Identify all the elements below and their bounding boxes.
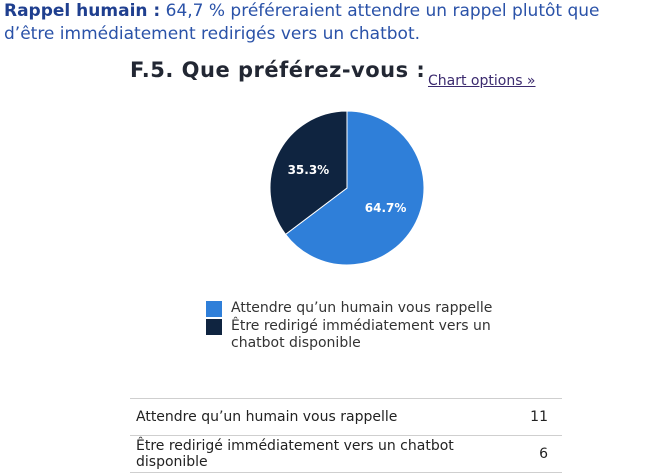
- pie-chart: 64.7% 35.3%: [269, 110, 425, 266]
- table-cell-value: 11: [502, 398, 562, 436]
- table-row: Être redirigé immédiatement vers un chat…: [130, 435, 562, 473]
- pie-slice-chatbot[interactable]: [269, 110, 348, 236]
- chart-options-link[interactable]: Chart options »: [428, 73, 536, 89]
- table-cell-value: 6: [502, 435, 562, 473]
- table-cell-label: Être redirigé immédiatement vers un chat…: [130, 435, 502, 473]
- intro-text: 64,7 % préféreraient attendre un rappel …: [4, 1, 600, 44]
- table-row: Attendre qu’un humain vous rappelle 11: [130, 398, 562, 436]
- data-table: Attendre qu’un humain vous rappelle 11 Ê…: [130, 398, 562, 473]
- pie-slice-human[interactable]: [284, 110, 425, 266]
- pie-label-human: 64.7%: [365, 201, 407, 215]
- pie-label-chatbot: 35.3%: [288, 163, 330, 177]
- chart-legend: Attendre qu’un humain vous rappelle Être…: [206, 300, 526, 353]
- intro-paragraph: Rappel humain : 64,7 % préféreraient att…: [4, 0, 654, 46]
- legend-label-chatbot: Être redirigé immédiatement vers un chat…: [231, 318, 491, 351]
- legend-item-human[interactable]: Attendre qu’un humain vous rappelle: [206, 300, 526, 317]
- table-cell-label: Attendre qu’un humain vous rappelle: [130, 398, 502, 436]
- legend-swatch-chatbot: [206, 319, 222, 335]
- chart-title: F.5. Que préférez-vous :: [130, 58, 426, 82]
- intro-lead: Rappel humain :: [4, 1, 161, 21]
- legend-label-human: Attendre qu’un humain vous rappelle: [231, 300, 493, 316]
- legend-swatch-human: [206, 301, 222, 317]
- legend-item-chatbot[interactable]: Être redirigé immédiatement vers un chat…: [206, 318, 526, 352]
